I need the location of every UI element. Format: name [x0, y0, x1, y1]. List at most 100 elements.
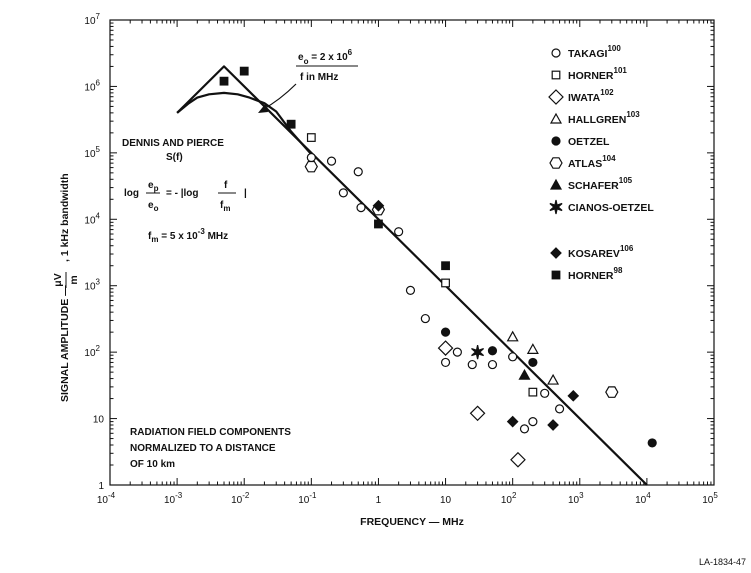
data-point-circle-open: [394, 227, 404, 237]
legend-label: SCHAFER105: [568, 176, 633, 192]
dennis-label: DENNIS AND PIERCE: [122, 138, 224, 149]
data-point-circle-filled: [528, 357, 538, 368]
radiation-line-1: RADIATION FIELD COMPONENTS: [130, 427, 291, 438]
data-point-diamond-open: [469, 405, 486, 422]
data-point-square-filled: [239, 66, 249, 76]
svg-text:m: m: [68, 275, 80, 284]
dennis-sf-label: S(f): [166, 152, 183, 163]
svg-text:SIGNAL AMPLITUDE —: SIGNAL AMPLITUDE —: [59, 285, 71, 402]
y-tick-label: 103: [84, 278, 100, 293]
data-point-circle-open: [405, 285, 416, 296]
svg-text:|: |: [244, 188, 247, 199]
svg-text:eo = 2 x 106: eo = 2 x 106: [298, 48, 353, 66]
x-tick-label: 102: [501, 491, 517, 506]
legend-marker: [549, 178, 563, 190]
data-point-triangle-open: [547, 373, 560, 385]
data-point-circle-open: [326, 156, 337, 166]
data-point-circle-open: [528, 417, 538, 427]
fm-formula: fm = 5 x 10-3 MHz: [148, 227, 228, 244]
y-tick-label: 1: [98, 481, 104, 492]
y-tick-label: 105: [84, 145, 100, 160]
y-tick-label: 102: [84, 344, 100, 359]
y-tick-labels: 1 10 102 103 104 105 106 107: [84, 12, 104, 492]
svg-text:, 1 kHz bandwidth: , 1 kHz bandwidth: [59, 173, 71, 262]
x-axis-title: FREQUENCY — MHz: [360, 516, 464, 528]
data-point-circle-open: [356, 202, 366, 213]
data-point-triangle-open: [526, 343, 539, 354]
data-point-circle-open: [306, 152, 316, 163]
legend-label: ATLAS104: [568, 154, 616, 170]
x-tick-label: 10-3: [164, 491, 183, 506]
data-point-hexagon-open: [605, 386, 619, 398]
svg-text:fm: fm: [220, 200, 230, 213]
x-tick-labels: 10-4 10-3 10-2 10-1 1 10 102 103 104 105: [97, 491, 718, 506]
legend-marker: [551, 70, 561, 80]
formula-arrowhead: [258, 103, 268, 113]
legend-label: HALLGREN103: [568, 110, 640, 126]
svg-text:f in MHz: f in MHz: [300, 72, 338, 83]
data-point-star: [471, 344, 485, 360]
x-tick-label: 105: [702, 491, 718, 506]
x-tick-label: 10-4: [97, 491, 116, 506]
data-point-square-filled: [374, 219, 383, 229]
data-point-diamond-open: [437, 340, 454, 356]
x-tick-label: 1: [376, 495, 382, 506]
data-point-diamond-filled: [547, 419, 559, 431]
data-point-circle-open: [440, 357, 451, 368]
legend-marker: [549, 112, 563, 124]
legend-label: HORNER98: [568, 266, 623, 282]
data-point-diamond-filled: [506, 415, 519, 428]
data-point-circle-open: [353, 167, 363, 177]
data-point-circle-open: [508, 352, 518, 362]
svg-text:μV: μV: [52, 273, 64, 286]
data-point-circle-filled: [440, 327, 451, 337]
data-point-square-open: [306, 133, 316, 142]
radiation-line-3: OF 10 km: [130, 459, 175, 470]
svg-text:f: f: [224, 180, 228, 191]
y-tick-label: 107: [84, 12, 100, 27]
svg-text:eo: eo: [148, 200, 159, 213]
data-point-circle-open: [487, 359, 498, 370]
legend-marker: [551, 270, 561, 280]
legend-label: HORNER101: [568, 66, 627, 82]
x-tick-label: 10: [440, 495, 452, 506]
data-point-diamond-filled: [567, 389, 580, 402]
data-point-diamond-filled: [372, 199, 385, 212]
data-point-square-open: [528, 387, 538, 397]
legend-marker: [550, 247, 562, 259]
data-point-diamond-open: [510, 451, 526, 468]
data-point-circle-open: [467, 359, 477, 370]
data-point-circle-open: [420, 313, 430, 324]
data-point-circle-open: [540, 388, 550, 398]
figure-id: LA-1834-47: [699, 557, 746, 567]
legend-label: IWATA102: [568, 88, 614, 104]
data-points: [219, 66, 657, 468]
plot-frame: [109, 19, 715, 486]
legend-label: OETZEL: [568, 136, 610, 148]
data-point-triangle-filled: [518, 368, 531, 380]
legend: TAKAGI100 HORNER101 IWATA102 HALLGREN103 OET…: [548, 44, 654, 282]
legend-marker: [549, 157, 563, 169]
legend-label: KOSAREV106: [568, 244, 634, 260]
x-tick-label: 10-1: [298, 491, 317, 506]
x-tick-label: 103: [568, 491, 584, 506]
data-point-square-open: [441, 278, 450, 288]
legend-marker: [551, 136, 561, 146]
dennis-pierce-curve: [176, 91, 313, 156]
legend-marker: [551, 48, 561, 58]
radiation-line-2: NORMALIZED TO A DISTANCE: [130, 443, 276, 454]
y-tick-label: 10: [93, 415, 105, 426]
x-tick-label: 104: [635, 491, 651, 506]
data-point-circle-open: [452, 347, 462, 357]
y-tick-label: 106: [84, 78, 100, 93]
log-formula: log ep eo = - |log f fm |: [124, 180, 247, 213]
y-tick-label: 104: [84, 211, 100, 226]
legend-label: TAKAGI100: [568, 44, 621, 60]
data-point-circle-open: [554, 404, 565, 414]
formula-top: eo = 2 x 106 f in MHz: [296, 48, 358, 83]
curves: [176, 65, 648, 486]
y-axis-title: SIGNAL AMPLITUDE — μV m , 1 kHz bandwidt…: [52, 173, 80, 402]
data-point-circle-open: [338, 188, 348, 198]
legend-marker: [549, 199, 563, 215]
